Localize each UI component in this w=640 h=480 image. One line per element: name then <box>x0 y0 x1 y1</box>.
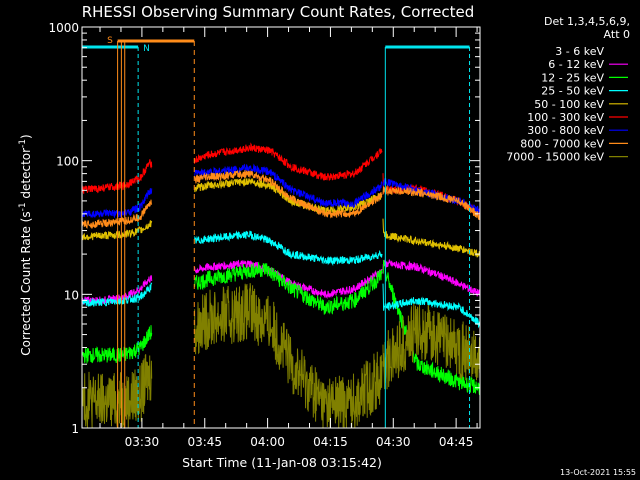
series-7000-15000-kev <box>81 283 481 430</box>
legend-label: 3 - 6 keV <box>555 45 604 58</box>
series-50-100-kev <box>81 177 480 258</box>
legend-label: 100 - 300 keV <box>527 111 604 124</box>
series-line <box>81 283 481 430</box>
legend-label: 7000 - 15000 keV <box>506 151 604 164</box>
x-tick-label: 04:30 <box>376 435 411 449</box>
legend-header-detectors: Det 1,3,4,5,6,9, <box>544 15 630 28</box>
series-12-25-kev <box>81 259 481 395</box>
night-marker-label: N <box>143 44 150 54</box>
x-axis-label: Start Time (11-Jan-08 03:15:42) <box>182 455 382 470</box>
y-axis-label: Corrected Count Rate (s-1 detector-1) <box>18 134 33 355</box>
x-tick-label: 04:15 <box>313 435 348 449</box>
series-line <box>81 169 481 229</box>
legend-label: 6 - 12 keV <box>548 58 604 71</box>
saa-marker-label: S <box>107 36 113 46</box>
series-line <box>81 177 480 258</box>
axes: 1 10 100 1000 03:30 03:45 04:00 04:15 04:30 04:45 <box>48 21 481 449</box>
plot-frame <box>81 26 481 429</box>
y-tick-label: 1000 <box>48 21 79 35</box>
x-tick-label: 04:00 <box>250 435 285 449</box>
legend-header-attenuator: Att 0 <box>604 28 630 41</box>
series-25-50-kev <box>81 230 481 329</box>
event-markers: SN <box>82 36 471 428</box>
series-800-7000-kev <box>81 169 481 229</box>
legend-label: 25 - 50 keV <box>541 85 604 98</box>
x-tick-label: 03:30 <box>125 435 160 449</box>
y-tick-label: 1 <box>71 422 79 436</box>
legend-label: 300 - 800 keV <box>527 124 604 137</box>
x-tick-label: 04:45 <box>439 435 474 449</box>
legend-label: 12 - 25 keV <box>541 71 604 84</box>
date-stamp: 13-Oct-2021 15:55 <box>560 468 636 477</box>
y-tick-label: 10 <box>64 288 79 302</box>
svg-text:Corrected Count Rate (s-1 dete: Corrected Count Rate (s-1 detector-1) <box>18 134 33 355</box>
legend-label: 800 - 7000 keV <box>520 137 604 150</box>
chart-title: RHESSI Observing Summary Count Rates, Co… <box>82 3 475 21</box>
legend-label: 50 - 100 keV <box>534 98 604 111</box>
series-line <box>81 230 481 329</box>
y-tick-label: 100 <box>56 155 79 169</box>
series-line <box>81 259 481 395</box>
plot-area <box>81 142 481 430</box>
x-tick-label: 03:45 <box>187 435 222 449</box>
